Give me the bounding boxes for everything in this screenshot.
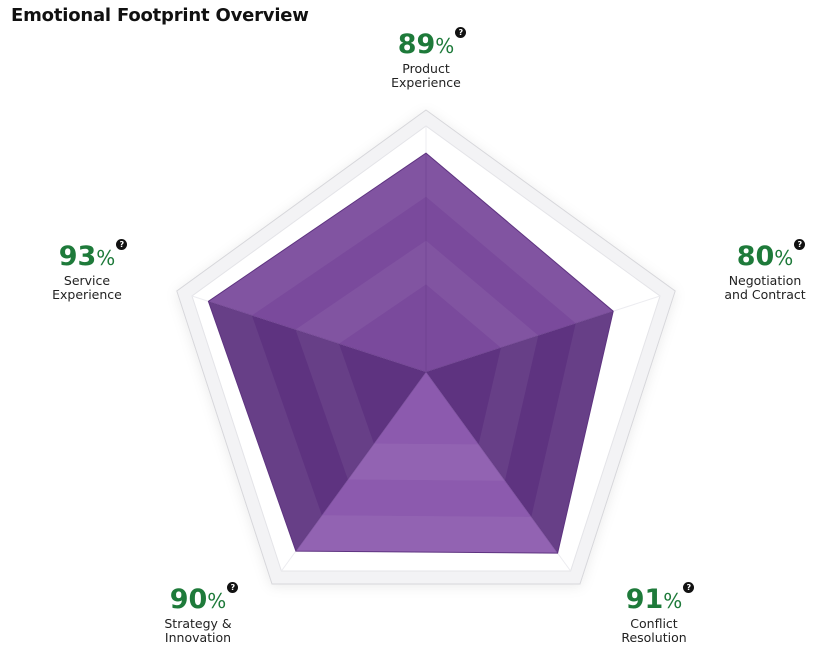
- axis-label: Negotiation and Contract: [724, 273, 806, 302]
- help-icon[interactable]: ?: [227, 582, 239, 593]
- percent-sign: %: [663, 589, 683, 613]
- axis-value: 93: [58, 241, 97, 272]
- axis-label: Strategy & Innovation: [164, 616, 232, 645]
- axis-product-experience: 89% ? Product Experience: [346, 27, 506, 90]
- axis-value-row: 90% ?: [169, 582, 239, 615]
- radar-sector: [295, 372, 558, 554]
- radar-band: [426, 153, 614, 324]
- axis-value: 90: [169, 584, 208, 615]
- radar-band: [478, 335, 539, 481]
- radar-band: [295, 515, 558, 554]
- axis-label: Service Experience: [52, 273, 122, 302]
- radar-band: [426, 240, 539, 348]
- axis-value-row: 89% ?: [397, 27, 467, 60]
- radar-band: [208, 153, 426, 316]
- radar-band: [531, 311, 614, 554]
- radar-band: [295, 240, 426, 344]
- radar-sector: [208, 153, 426, 372]
- help-icon[interactable]: ?: [455, 27, 467, 38]
- axis-value: 91: [625, 584, 664, 615]
- radar-data-outline: [207, 152, 614, 554]
- axis-service-experience: 93% ? Service Experience: [7, 239, 167, 302]
- radar-sector: [426, 153, 614, 372]
- axis-value-row: 91% ?: [625, 582, 695, 615]
- radar-band: [347, 443, 505, 481]
- radar-data-spoke: [425, 310, 614, 373]
- axis-value: 80: [736, 241, 775, 272]
- radar-data-spoke: [208, 300, 427, 373]
- axis-value-row: 80% ?: [736, 239, 806, 272]
- radar-sector: [426, 311, 614, 554]
- radar-band: [208, 301, 322, 552]
- axis-value: 89: [397, 29, 436, 60]
- percent-sign: %: [774, 246, 794, 270]
- radar-data-spoke: [295, 371, 427, 552]
- percent-sign: %: [207, 589, 227, 613]
- axis-label: Product Experience: [391, 61, 461, 90]
- axis-strategy-and-innovation: 90% ? Strategy & Innovation: [118, 582, 278, 645]
- radar-data-spoke: [425, 371, 559, 554]
- axis-negotiation-and-contract: 80% ? Negotiation and Contract: [685, 239, 819, 302]
- radar-sector: [208, 301, 426, 552]
- help-icon[interactable]: ?: [683, 582, 695, 593]
- axis-label: Conflict Resolution: [621, 616, 687, 645]
- percent-sign: %: [435, 34, 455, 58]
- help-icon[interactable]: ?: [794, 239, 806, 250]
- axis-value-row: 93% ?: [58, 239, 128, 272]
- axis-conflict-resolution: 91% ? Conflict Resolution: [574, 582, 734, 645]
- page-title: Emotional Footprint Overview: [11, 5, 309, 26]
- help-icon[interactable]: ?: [116, 239, 128, 250]
- radar-band: [295, 329, 374, 480]
- percent-sign: %: [96, 246, 116, 270]
